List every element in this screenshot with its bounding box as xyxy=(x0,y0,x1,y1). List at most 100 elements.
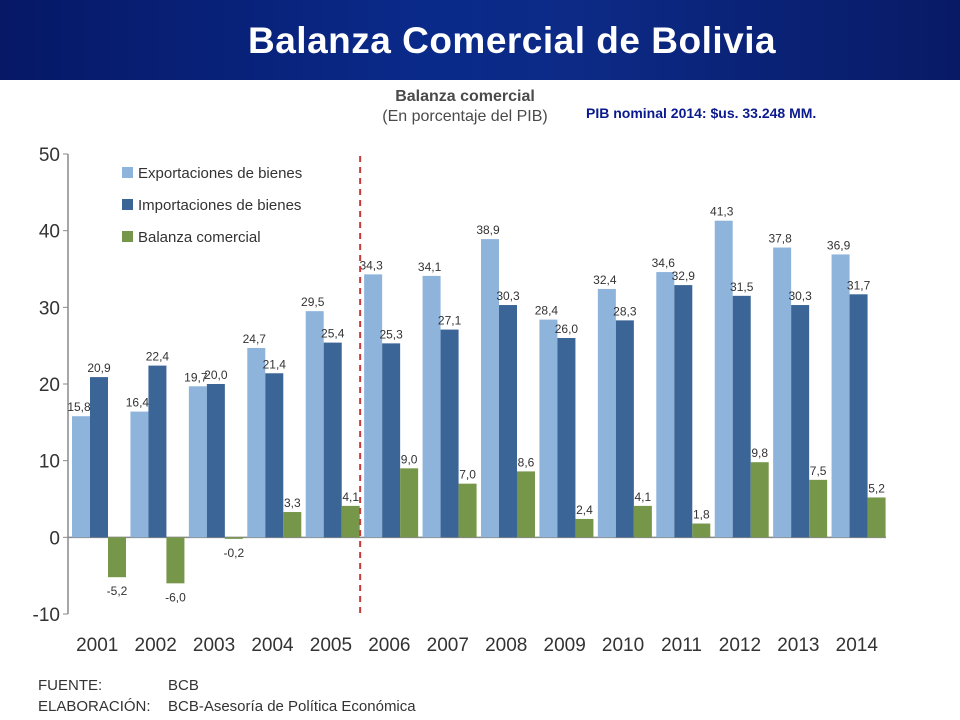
source-key: FUENTE: xyxy=(38,677,103,694)
y-tick-label: 30 xyxy=(39,298,60,319)
bar-importaciones-2012 xyxy=(732,295,751,538)
bar-balanza-2012 xyxy=(750,462,769,538)
legend-label: Importaciones de bienes xyxy=(138,197,301,214)
data-label: 32,9 xyxy=(672,269,696,283)
source-line: FUENTE: BCB xyxy=(38,677,199,694)
data-label: 41,3 xyxy=(710,205,734,219)
bar-balanza-2010 xyxy=(633,505,652,538)
bar-exportaciones-2005 xyxy=(305,311,324,538)
data-label: -6,0 xyxy=(165,590,186,604)
data-label: -0,2 xyxy=(224,546,245,560)
data-label: 38,9 xyxy=(476,223,500,237)
data-label: 4,1 xyxy=(635,490,652,504)
data-label: 9,0 xyxy=(401,452,418,466)
data-label: 20,9 xyxy=(87,361,111,375)
data-label: 8,6 xyxy=(518,455,535,469)
legend-label: Balanza comercial xyxy=(138,229,261,246)
bar-importaciones-2003 xyxy=(206,384,225,538)
data-label: 22,4 xyxy=(146,350,170,364)
x-tick-label: 2009 xyxy=(544,635,586,656)
data-label: 26,0 xyxy=(555,322,579,336)
bar-exportaciones-2014 xyxy=(831,254,850,538)
bar-exportaciones-2012 xyxy=(714,220,733,538)
bar-exportaciones-2006 xyxy=(364,274,383,538)
chart-title-block: Balanza comercial (En porcentaje del PIB… xyxy=(380,87,550,127)
data-label: 36,9 xyxy=(827,238,851,252)
data-label: 7,0 xyxy=(459,468,476,482)
bar-importaciones-2009 xyxy=(557,338,576,538)
legend-swatch xyxy=(122,167,133,178)
x-tick-label: 2008 xyxy=(485,635,527,656)
title-banner: Balanza Comercial de Bolivia xyxy=(0,0,960,80)
bar-balanza-2004 xyxy=(283,512,302,538)
x-tick-label: 2003 xyxy=(193,635,235,656)
data-label: 25,3 xyxy=(379,327,403,341)
legend-swatch xyxy=(122,231,133,242)
bar-importaciones-2007 xyxy=(440,329,459,538)
prepared-value: BCB-Asesoría de Política Económica xyxy=(168,698,416,715)
page-title: Balanza Comercial de Bolivia xyxy=(248,20,777,61)
bar-importaciones-2014 xyxy=(849,294,868,538)
source-value: BCB xyxy=(168,677,199,694)
pib-note: PIB nominal 2014: $us. 33.248 MM. xyxy=(586,105,817,121)
bar-exportaciones-2007 xyxy=(422,275,441,538)
x-tick-label: 2005 xyxy=(310,635,352,656)
x-tick-label: 2006 xyxy=(368,635,410,656)
data-label: 9,8 xyxy=(751,446,768,460)
bar-importaciones-2004 xyxy=(265,373,284,538)
bar-balanza-2006 xyxy=(400,468,419,538)
bar-importaciones-2008 xyxy=(499,305,517,538)
data-label: 34,6 xyxy=(652,256,676,270)
data-label: 28,3 xyxy=(613,304,637,318)
bar-exportaciones-2002 xyxy=(130,411,149,538)
bar-balanza-2003 xyxy=(224,537,243,539)
bar-importaciones-2011 xyxy=(674,285,693,538)
bar-exportaciones-2008 xyxy=(481,239,499,538)
data-label: 34,1 xyxy=(418,260,442,274)
bar-exportaciones-2004 xyxy=(247,347,266,538)
data-label: 4,1 xyxy=(342,490,359,504)
data-label: 1,8 xyxy=(693,508,710,522)
bar-importaciones-2006 xyxy=(382,343,401,538)
bar-balanza-2007 xyxy=(458,483,477,538)
prepared-line: ELABORACIÓN: BCB-Asesoría de Política Eco… xyxy=(38,698,416,715)
data-label: 21,4 xyxy=(263,357,287,371)
legend-label: Exportaciones de bienes xyxy=(138,165,302,182)
data-label: 16,4 xyxy=(126,396,150,410)
x-tick-label: 2007 xyxy=(427,635,469,656)
bar-balanza-2011 xyxy=(692,523,711,538)
data-label: 29,5 xyxy=(301,295,325,309)
data-label: 24,7 xyxy=(243,332,267,346)
data-label: 37,8 xyxy=(768,232,792,246)
data-label: 20,0 xyxy=(204,368,228,382)
x-tick-label: 2014 xyxy=(836,635,879,656)
data-label: 32,4 xyxy=(593,273,617,287)
bar-balanza-2001 xyxy=(108,537,126,578)
y-tick-label: 50 xyxy=(39,145,60,166)
y-tick-label: 10 xyxy=(39,452,60,473)
x-tick-label: 2010 xyxy=(602,635,644,656)
data-label: 5,2 xyxy=(868,481,885,495)
data-label: 31,5 xyxy=(730,280,754,294)
bar-importaciones-2002 xyxy=(148,365,167,538)
bar-importaciones-2013 xyxy=(791,305,810,538)
bar-exportaciones-2009 xyxy=(539,319,558,538)
y-tick-label: 20 xyxy=(39,375,60,396)
bar-exportaciones-2001 xyxy=(72,416,90,538)
bar-balanza-2008 xyxy=(517,471,535,538)
x-tick-label: 2011 xyxy=(661,635,702,656)
bar-exportaciones-2003 xyxy=(188,386,207,538)
data-label: 34,3 xyxy=(359,258,383,272)
bar-importaciones-2005 xyxy=(323,342,342,538)
data-label: 2,4 xyxy=(576,503,593,517)
data-label: 3,3 xyxy=(284,496,301,510)
data-label: 28,4 xyxy=(535,304,559,318)
bar-exportaciones-2013 xyxy=(773,247,792,538)
data-label: -5,2 xyxy=(107,584,128,598)
data-label: 30,3 xyxy=(496,289,520,303)
y-tick-label: 0 xyxy=(49,528,60,549)
bar-balanza-2002 xyxy=(166,537,185,584)
legend-swatch xyxy=(122,199,133,210)
y-tick-label: 40 xyxy=(39,222,60,243)
data-label: 31,7 xyxy=(847,278,871,292)
